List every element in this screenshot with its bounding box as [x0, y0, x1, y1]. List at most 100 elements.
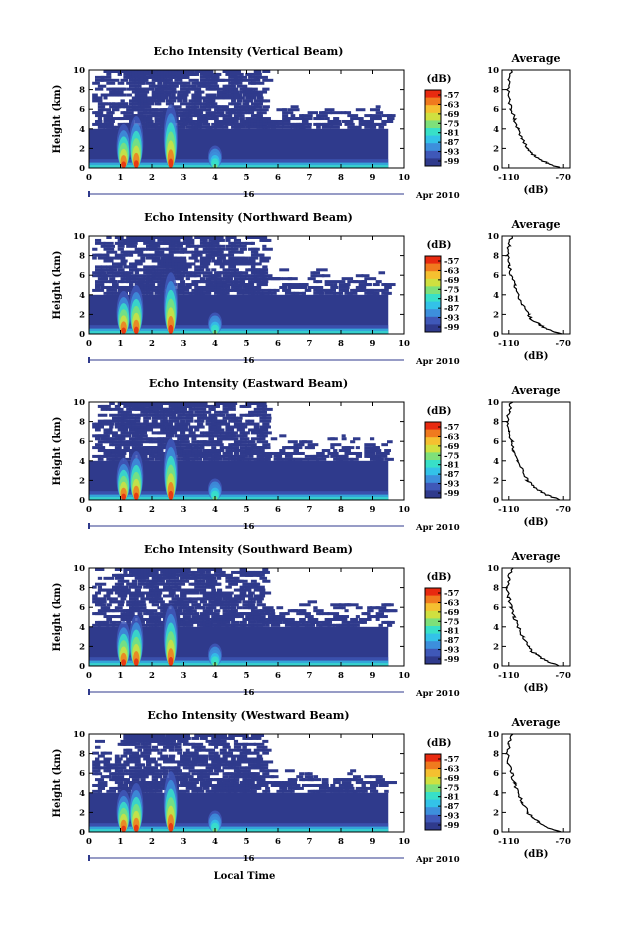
echo-cell [333, 786, 338, 790]
echo-cell [231, 454, 237, 458]
echo-cell [111, 78, 120, 82]
echo-cell [233, 105, 245, 109]
echo-cell [151, 114, 162, 118]
echo-cell [185, 238, 195, 242]
average-y-tick-label: 8 [493, 418, 499, 428]
average-y-tick-label: 4 [493, 623, 499, 633]
echo-cell [358, 617, 363, 621]
echo-cell [103, 70, 113, 73]
echo-cell [97, 620, 109, 624]
echo-cell [151, 597, 164, 601]
echo-cell [131, 440, 144, 444]
colorbar-swatch [425, 475, 441, 484]
echo-cell [199, 105, 206, 109]
echo-cell [168, 419, 180, 423]
echo-cell [143, 789, 148, 793]
echo-cell [97, 603, 106, 607]
echo-cell [103, 440, 115, 444]
echo-cell [146, 612, 154, 616]
echo-cell [185, 766, 190, 770]
echo-cell [94, 443, 103, 447]
echo-cell [199, 769, 206, 773]
echo-cell [148, 75, 158, 79]
echo-cell [109, 407, 120, 411]
echo-cell [188, 434, 195, 438]
echo-cell [180, 250, 185, 254]
echo-cell [157, 443, 163, 447]
echo-cell [126, 440, 137, 444]
echo-cell [109, 402, 115, 405]
echo-cell [301, 620, 309, 624]
echo-cell [259, 457, 271, 461]
echo-cell [214, 84, 220, 88]
panel-2: Echo Intensity (Eastward Beam)0 1 2 3 4 5 6 7 8 9… [52, 377, 571, 533]
echo-cell [168, 576, 180, 580]
echo-cell [253, 93, 263, 97]
echo-cell [372, 789, 378, 793]
echo-cell [163, 70, 171, 73]
echo-cell [126, 419, 136, 423]
echo-cell [188, 84, 197, 88]
echo-cell [111, 440, 124, 444]
echo-cell [248, 99, 254, 103]
echo-cell [154, 247, 164, 251]
echo-cell [316, 280, 323, 284]
echo-cell [372, 449, 382, 453]
echo-cell [233, 597, 242, 601]
echo-cell [114, 271, 120, 275]
echo-cell [160, 410, 166, 414]
echo-cell [381, 114, 393, 118]
echo-cell [231, 250, 243, 254]
echo-cell [168, 84, 179, 88]
echo-cell [194, 454, 199, 458]
echo-cell [177, 291, 185, 295]
echo-cell [316, 612, 321, 616]
echo-cell [250, 428, 262, 432]
echo-cell [163, 772, 168, 776]
echo-cell [222, 754, 233, 758]
echo-cell [120, 271, 125, 275]
echo-cell [117, 757, 122, 761]
colorbar: -57-63-69-75-81-87-93-99 [424, 89, 459, 167]
echo-cell [262, 751, 269, 755]
echo-cell [140, 431, 148, 435]
echo-cell [168, 588, 181, 592]
echo-cell [97, 766, 106, 770]
echo-cell [182, 407, 188, 411]
echo-cell [199, 763, 206, 767]
y-axis-label: Height (km) [52, 583, 63, 652]
echo-cell [157, 734, 163, 737]
colorbar-swatch [425, 603, 441, 612]
echo-cell [369, 122, 382, 126]
echo-cell [180, 443, 191, 447]
echo-cell [117, 72, 123, 76]
echo-cell [250, 573, 261, 577]
echo-cell [282, 125, 293, 129]
echo-cell [262, 443, 271, 447]
echo-cell [242, 568, 247, 571]
echo-cell [143, 111, 152, 115]
echo-cell [242, 78, 253, 82]
colorbar-swatch [425, 641, 441, 650]
echo-cell [106, 244, 111, 248]
echo-cell [248, 72, 253, 76]
echo-cell [304, 612, 311, 616]
echo-cell [262, 238, 270, 242]
colorbar-swatch [425, 105, 441, 114]
echo-cell [143, 416, 152, 420]
echo-cell [225, 413, 236, 417]
echo-cell [216, 573, 226, 577]
echo-cell [199, 734, 212, 737]
echo-cell [378, 457, 384, 461]
echo-cell [177, 413, 184, 417]
echo-cell [120, 786, 126, 790]
y-axis-label: Height (km) [52, 417, 63, 486]
echo-cell [177, 617, 186, 621]
echo-cell [151, 431, 163, 435]
echo-cell [293, 786, 304, 790]
echo-cell [114, 582, 125, 586]
echo-cell [233, 745, 242, 749]
echo-cell [120, 78, 129, 82]
echo-cell [117, 247, 124, 251]
